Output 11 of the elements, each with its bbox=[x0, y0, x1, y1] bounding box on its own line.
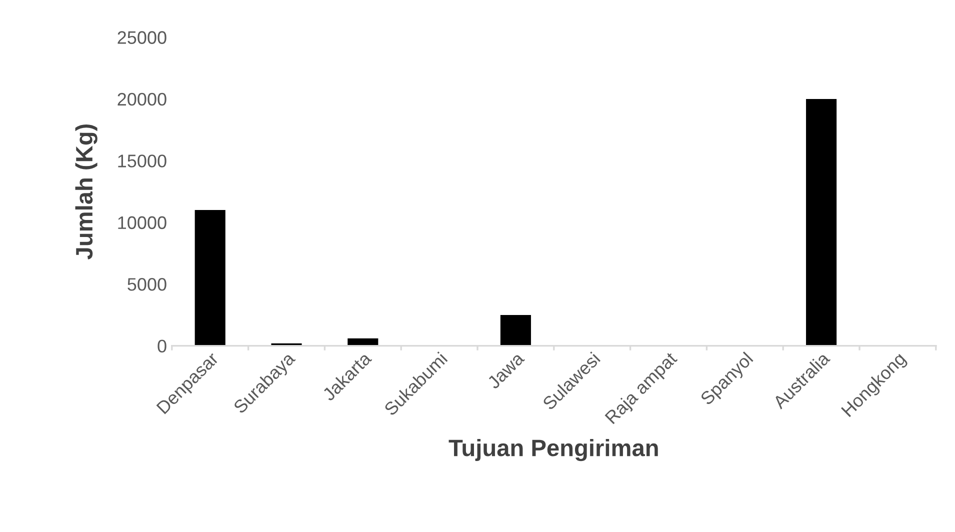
bar bbox=[194, 210, 226, 346]
y-tick-label: 20000 bbox=[118, 92, 166, 106]
y-tick-label: 0 bbox=[158, 340, 166, 353]
y-tick-label: 10000 bbox=[118, 216, 166, 230]
y-tick-label: 15000 bbox=[118, 154, 166, 168]
y-tick-label: 5000 bbox=[128, 278, 166, 291]
y-axis-title: Jumlah (Kg) bbox=[75, 124, 98, 260]
bar bbox=[806, 98, 837, 346]
x-axis-title: Tujuan Pengiriman bbox=[448, 438, 658, 462]
y-tick-label: 25000 bbox=[118, 31, 166, 44]
bar bbox=[500, 314, 531, 346]
